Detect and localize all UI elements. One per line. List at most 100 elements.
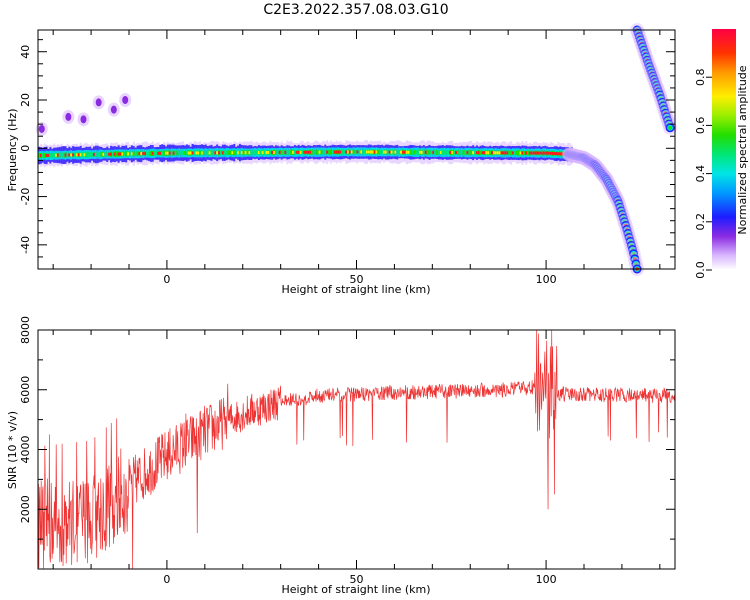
heat-cell — [348, 150, 352, 154]
heat-cell — [318, 150, 321, 154]
heat-cell — [72, 153, 75, 157]
heat-cell — [309, 150, 312, 154]
heat-cell — [451, 151, 454, 155]
spectrogram-heatmap — [35, 23, 678, 276]
heat-cell — [189, 151, 192, 155]
heat-cell — [142, 152, 145, 156]
heat-cell — [398, 149, 401, 155]
heat-cell — [246, 150, 249, 155]
heat-cell — [146, 151, 149, 156]
heat-cell — [96, 152, 99, 157]
heat-cell — [445, 150, 448, 155]
heat-cell — [347, 150, 350, 154]
heat-cell — [68, 153, 71, 157]
heat-cell — [119, 152, 122, 156]
heat-cell — [233, 150, 236, 156]
heat-cell — [240, 151, 243, 155]
heat-cell — [551, 151, 554, 155]
snr-frame — [37, 329, 676, 570]
heat-cell — [242, 149, 245, 156]
heat-cell — [434, 150, 437, 155]
heat-cell — [51, 153, 54, 158]
heat-cell — [74, 152, 77, 158]
heat-cell — [527, 150, 530, 156]
heat-cell — [491, 151, 494, 155]
heat-cell — [328, 149, 331, 155]
heat-cell — [43, 153, 46, 158]
heat-cell — [130, 152, 133, 156]
heat-cell — [341, 149, 344, 155]
heat-cell — [165, 151, 168, 155]
heat-cell — [402, 150, 405, 154]
heat-cell — [269, 150, 272, 155]
heat-cell — [267, 150, 270, 154]
heat-cell — [502, 151, 505, 155]
heat-cell — [540, 151, 543, 155]
heat-cell — [479, 150, 482, 155]
heat-cell — [367, 150, 370, 154]
heat-cell — [311, 149, 314, 155]
heat-cell — [420, 150, 424, 154]
heat-cell — [508, 150, 511, 156]
heat-cell — [538, 151, 541, 155]
heat-cell — [422, 149, 425, 156]
heat-cell — [447, 150, 450, 155]
heat-cell — [519, 151, 522, 155]
heat-cell — [400, 150, 403, 154]
heat-cell — [547, 151, 551, 155]
heat-cell — [390, 150, 393, 154]
heat-cell — [263, 149, 266, 156]
x-tick-label: 100 — [536, 573, 557, 586]
heat-cell — [529, 151, 532, 155]
heat-cell — [493, 151, 496, 155]
heat-blob — [95, 98, 102, 107]
heat-cell — [102, 152, 105, 156]
figure-title: C2E3.2022.357.08.03.G10 — [263, 2, 448, 18]
heat-cell — [525, 151, 528, 155]
heat-cell — [89, 152, 92, 158]
snr-x-ticks: 0 50 100 — [52, 330, 661, 586]
heat-cell — [496, 151, 499, 155]
heat-blob — [122, 96, 129, 105]
heat-cell — [151, 151, 154, 155]
heat-cell — [379, 149, 382, 155]
y-tick-label: 2000 — [19, 495, 32, 523]
heat-cell — [231, 151, 234, 155]
heat-cell — [424, 150, 427, 154]
colorbar-tick-label: 0.6 — [694, 117, 707, 134]
heat-cell — [261, 151, 264, 155]
heat-cell — [129, 151, 132, 157]
heat-cell — [343, 149, 346, 155]
heat-cell — [134, 151, 137, 156]
heat-cell — [185, 150, 188, 156]
heat-cell — [66, 152, 69, 158]
heat-cell — [307, 150, 310, 154]
heat-cell — [62, 152, 65, 158]
heat-cell — [460, 150, 463, 155]
y-tick-label: 8000 — [19, 316, 32, 344]
heat-cell — [144, 152, 147, 156]
heat-cell — [237, 151, 240, 155]
heat-cell — [303, 150, 306, 154]
spectrogram-y-ticks: 40 20 0 -20 -40 — [19, 39, 675, 258]
heat-cell — [252, 150, 255, 155]
heat-cell — [360, 150, 363, 154]
heat-cell — [369, 150, 372, 154]
heat-cell — [123, 151, 126, 157]
heat-cell — [293, 149, 297, 155]
heat-cell — [377, 149, 380, 155]
heat-cell — [517, 150, 520, 156]
heat-cell — [481, 151, 484, 155]
heat-cell — [138, 152, 141, 156]
heat-cell — [513, 150, 516, 156]
heat-cell — [557, 152, 560, 156]
heat-cell — [530, 151, 534, 155]
heat-cell — [225, 150, 228, 156]
heat-cell — [104, 151, 107, 157]
x-tick-label: 100 — [536, 273, 557, 286]
heat-cell — [204, 150, 207, 155]
heat-cell — [462, 149, 465, 156]
heat-cell — [290, 149, 293, 155]
snr-y-ticks: 2000 4000 6000 8000 — [19, 316, 675, 540]
heat-cell — [218, 151, 221, 155]
